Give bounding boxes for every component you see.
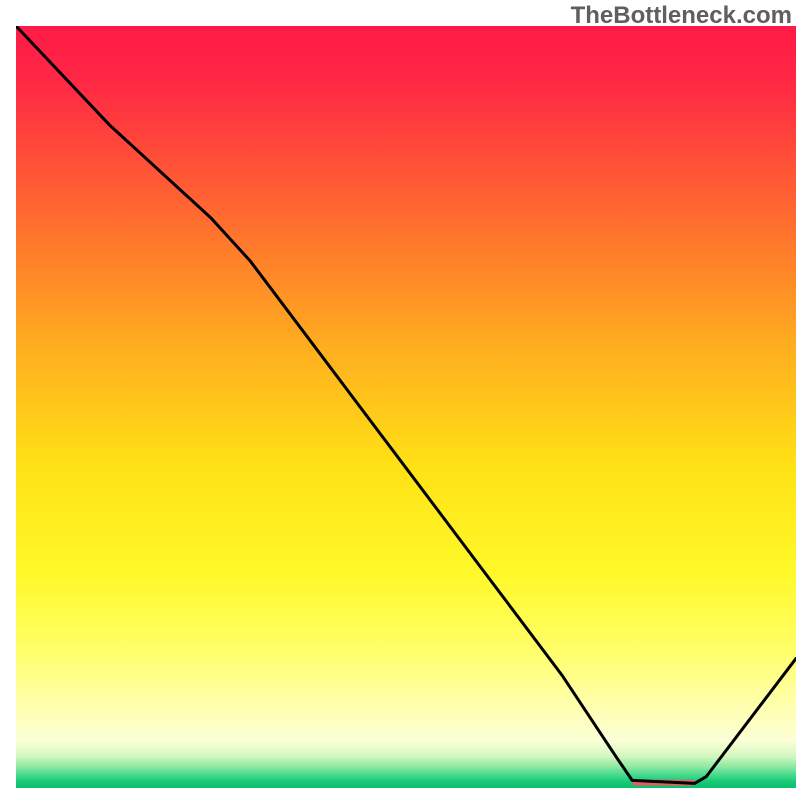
gradient-fill [16, 26, 796, 788]
plot-svg [0, 0, 800, 800]
chart-stage: TheBottleneck.com [0, 0, 800, 800]
